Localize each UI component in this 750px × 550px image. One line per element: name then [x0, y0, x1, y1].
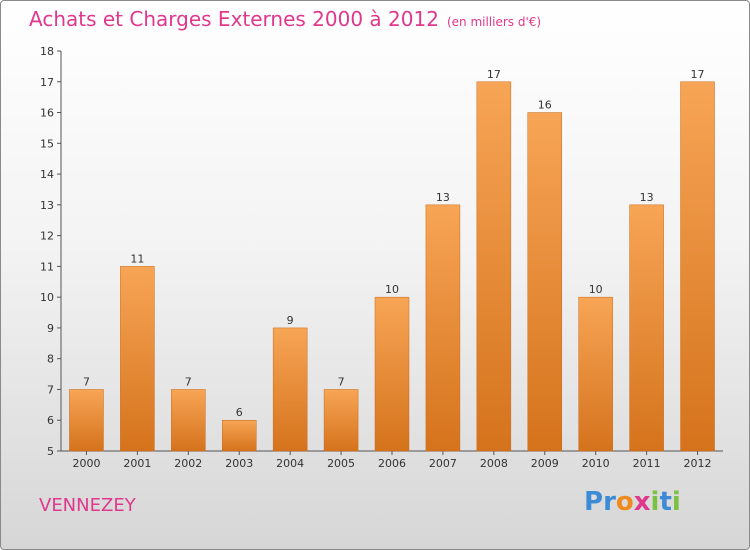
data-label: 7 [83, 375, 90, 388]
logo-letter: i [671, 487, 681, 517]
y-tick-label: 17 [40, 76, 54, 89]
x-tick-label: 2012 [684, 457, 712, 470]
bar-2000 [69, 389, 104, 452]
y-tick-label: 16 [40, 107, 54, 120]
y-tick-label: 7 [47, 383, 54, 396]
data-label: 9 [287, 314, 294, 327]
bar-2009 [527, 112, 563, 452]
title-text: Achats et Charges Externes 2000 à 2012 [29, 7, 439, 31]
bar-2012 [680, 81, 715, 452]
bar-2001 [120, 266, 155, 452]
bar-2004 [272, 327, 308, 452]
y-tick-label: 15 [40, 137, 54, 150]
data-label: 16 [538, 99, 552, 112]
y-tick-label: 6 [47, 414, 54, 427]
x-tick-label: 2004 [276, 457, 304, 470]
bar-2002 [171, 389, 206, 452]
bar-2010 [578, 296, 613, 452]
bar-2008 [476, 81, 512, 452]
data-label: 10 [589, 283, 603, 296]
bar-2006 [374, 296, 410, 452]
y-tick-label: 13 [40, 199, 54, 212]
x-tick-label: 2006 [378, 457, 406, 470]
logo-letter: r [603, 487, 616, 517]
bar-chart: 5 6 7 8 9 10 11 12 13 14 15 16 17 18 2000 2001 2002 2003 2… [40, 45, 723, 470]
bar-2005 [323, 389, 359, 452]
data-label: 13 [640, 191, 654, 204]
data-label: 7 [185, 375, 192, 388]
data-label: 6 [236, 406, 243, 419]
x-tick-label: 2007 [429, 457, 457, 470]
data-label: 7 [338, 375, 345, 388]
data-label: 11 [130, 252, 144, 265]
x-tick-label: 2003 [225, 457, 253, 470]
x-tick-label: 2008 [480, 457, 508, 470]
y-tick-label: 5 [47, 445, 54, 458]
proxiti-logo: Proxiti [584, 487, 681, 517]
logo-letter: x [633, 487, 651, 517]
logo-letter: t [659, 487, 672, 517]
bar-2007 [425, 204, 461, 452]
x-tick-label: 2005 [327, 457, 355, 470]
data-label: 10 [385, 283, 399, 296]
commune-name: VENNEZEY [39, 495, 136, 516]
x-tick-label: 2002 [174, 457, 202, 470]
bar-2011 [629, 204, 664, 452]
chart-axes: 5 6 7 8 9 10 11 12 13 14 15 16 17 18 2000 2001 2002 2003 2… [40, 45, 723, 470]
logo-letter: P [584, 487, 604, 517]
bar-2003 [221, 419, 257, 452]
x-tick-label: 2009 [531, 457, 559, 470]
chart-bars [69, 81, 715, 452]
data-label: 17 [487, 68, 501, 81]
x-tick-label: 2011 [633, 457, 661, 470]
chart-data-labels: 7 11 7 6 9 7 10 13 17 16 10 13 17 [83, 68, 705, 419]
x-tick-label: 2001 [123, 457, 151, 470]
x-tick-label: 2010 [582, 457, 610, 470]
y-tick-label: 14 [40, 168, 54, 181]
chart-title: Achats et Charges Externes 2000 à 2012 (e… [29, 7, 541, 31]
logo-letter: o [615, 487, 634, 517]
x-tick-label: 2000 [72, 457, 100, 470]
y-tick-label: 10 [40, 291, 54, 304]
y-tick-label: 8 [47, 353, 54, 366]
logo-letter: i [650, 487, 660, 517]
y-tick-label: 9 [47, 322, 54, 335]
y-tick-label: 12 [40, 230, 54, 243]
chart-subtitle: (en milliers d'€) [446, 15, 542, 29]
y-tick-label: 11 [40, 260, 54, 273]
data-label: 17 [691, 68, 705, 81]
y-tick-label: 18 [40, 45, 54, 58]
data-label: 13 [436, 191, 450, 204]
